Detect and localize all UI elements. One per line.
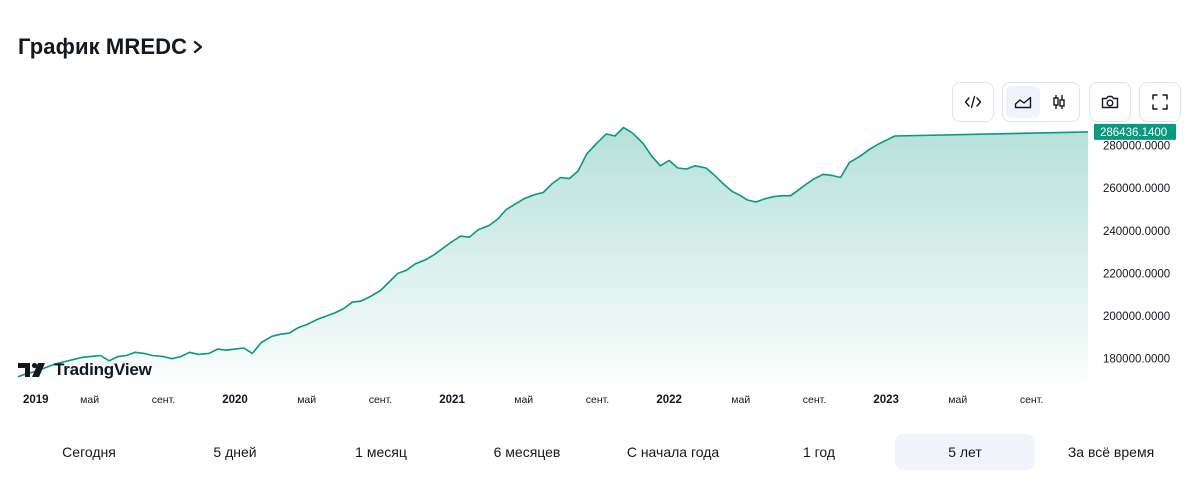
tradingview-logo-text: TradingView bbox=[54, 360, 152, 379]
range-button[interactable]: 5 дней bbox=[213, 444, 257, 460]
x-tick-label: май bbox=[514, 394, 533, 406]
last-value-badge bbox=[1094, 123, 1176, 140]
x-tick-label: сент. bbox=[586, 394, 609, 406]
x-tick-label: сент. bbox=[369, 394, 392, 406]
x-tick-label: сент. bbox=[803, 394, 826, 406]
range-button[interactable]: 1 месяц bbox=[355, 444, 407, 460]
range-button[interactable]: За всё время bbox=[1067, 444, 1155, 460]
x-tick-label: 2020 bbox=[222, 394, 248, 406]
chart-title-link[interactable]: График MREDC bbox=[18, 34, 205, 60]
chart-type-toggle bbox=[1002, 82, 1080, 122]
price-chart[interactable]: 180000.0000 200000.0000 220000.0000 240000.… bbox=[0, 120, 1200, 420]
x-tick-label: 2023 bbox=[873, 394, 899, 406]
fullscreen-button[interactable] bbox=[1139, 82, 1181, 122]
area-chart-button[interactable] bbox=[1006, 86, 1040, 118]
x-tick-label: сент. bbox=[152, 394, 175, 406]
candles-chart-button[interactable] bbox=[1042, 86, 1076, 118]
chevron-right-icon bbox=[193, 40, 203, 54]
x-tick-label: май bbox=[297, 394, 316, 406]
x-tick-label: май bbox=[948, 394, 967, 406]
x-tick-label: сент. bbox=[1020, 394, 1043, 406]
y-tick-label: 200000.0000 bbox=[1103, 311, 1170, 323]
y-tick-label: 220000.0000 bbox=[1103, 268, 1170, 280]
last-value-label: 286436.1400 bbox=[1100, 127, 1167, 139]
series-area bbox=[18, 127, 1088, 380]
y-tick-label: 280000.0000 bbox=[1103, 141, 1170, 153]
page-title: График MREDC bbox=[18, 34, 188, 59]
snapshot-button[interactable] bbox=[1089, 82, 1131, 122]
chart-canvas[interactable]: 180000.0000 200000.0000 220000.0000 240000.… bbox=[0, 120, 1200, 420]
range-button[interactable]: 5 лет bbox=[895, 434, 1035, 470]
code-icon bbox=[964, 95, 982, 109]
y-tick-label: 260000.0000 bbox=[1103, 183, 1170, 195]
embed-button[interactable] bbox=[952, 82, 994, 122]
x-tick-label: май bbox=[80, 394, 99, 406]
fullscreen-icon bbox=[1152, 94, 1168, 110]
area-chart-icon bbox=[1014, 96, 1032, 109]
candles-icon bbox=[1053, 95, 1065, 109]
series-line bbox=[17, 126, 1089, 378]
range-button[interactable]: С начала года bbox=[626, 444, 720, 460]
x-tick-label: 2019 bbox=[23, 394, 49, 406]
x-tick-label: май bbox=[731, 394, 750, 406]
range-button[interactable]: 6 месяцев bbox=[493, 444, 561, 460]
range-button[interactable]: Сегодня bbox=[62, 444, 116, 460]
y-tick-label: 240000.0000 bbox=[1103, 226, 1170, 238]
range-selector: Сегодня 5 дней 1 месяц 6 месяцев С начала го… bbox=[16, 434, 1184, 472]
y-tick-label: 180000.0000 bbox=[1103, 354, 1170, 366]
range-button[interactable]: 1 год bbox=[802, 444, 836, 460]
tradingview-logo[interactable]: TradingView bbox=[18, 360, 152, 380]
tradingview-logo-icon bbox=[18, 362, 45, 377]
camera-icon bbox=[1101, 95, 1119, 109]
x-tick-label: 2021 bbox=[439, 394, 465, 406]
x-tick-label: 2022 bbox=[656, 394, 682, 406]
